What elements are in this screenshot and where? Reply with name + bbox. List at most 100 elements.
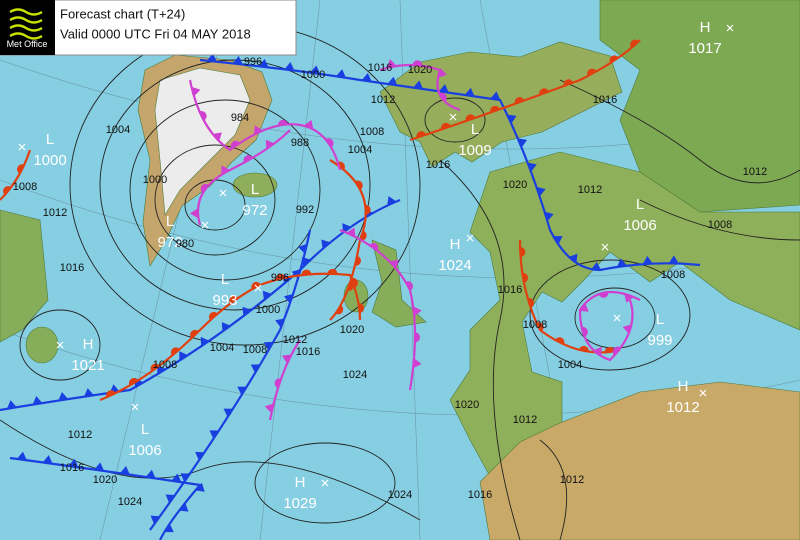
front-symbol: [250, 364, 261, 373]
isobar-label: 1020: [455, 399, 479, 411]
cold-triangle: [221, 322, 231, 332]
center-symbol: H: [83, 336, 94, 353]
cold-triangle: [544, 211, 554, 222]
isobar-label: 1024: [343, 369, 367, 381]
center-cross: [219, 189, 227, 197]
occluded-symbol: [199, 111, 207, 121]
cold-triangle: [298, 243, 308, 254]
front-symbol: [42, 455, 53, 464]
front-symbol: [360, 230, 367, 241]
front-symbol: [195, 482, 205, 492]
warm-semicircle: [563, 79, 574, 87]
front-symbol: [165, 494, 176, 504]
warm-semicircle: [578, 345, 589, 352]
front-symbol: [369, 242, 379, 251]
front-symbol: [68, 458, 79, 468]
ice-sheet: [154, 67, 251, 216]
front-symbol: [609, 55, 619, 64]
occluded-symbol: [389, 259, 399, 269]
front-symbol: [553, 236, 563, 245]
occluded-symbol: [612, 346, 621, 356]
front-symbol: [527, 298, 535, 308]
front-symbol: [17, 164, 25, 174]
isobar-label: 988: [291, 137, 309, 149]
cold-triangle: [507, 114, 517, 124]
front-symbol: [587, 68, 597, 77]
center-symbol: L: [221, 271, 229, 288]
center-cross: [466, 234, 474, 242]
front-symbol: [230, 140, 240, 149]
occluded-symbol: [264, 403, 274, 414]
front-symbol: [668, 255, 679, 264]
isobar-label: 1008: [153, 359, 177, 371]
isobar-label: 1016: [468, 489, 492, 501]
cold-triangle: [616, 258, 627, 267]
front: [339, 228, 417, 391]
warm-semicircle: [490, 105, 500, 113]
center-pressure: 1021: [71, 357, 104, 374]
cold-triangle: [284, 61, 295, 71]
occluded-symbol: [369, 242, 379, 251]
front: [0, 198, 401, 412]
front-symbol: [170, 347, 180, 356]
front-symbol: [464, 87, 475, 97]
cold-triangle: [591, 261, 602, 271]
isobar-label: 1016: [426, 159, 450, 171]
occluded-symbol: [230, 140, 240, 149]
cold-triangle: [58, 391, 69, 401]
warm-semicircle: [106, 390, 116, 398]
isobar-label: 1012: [283, 334, 307, 346]
isobar-label: 1000: [143, 174, 167, 186]
isobar-label: 1016: [296, 346, 320, 358]
logo-wave: [9, 16, 43, 24]
front-symbol: [32, 396, 43, 405]
warm-semicircle: [355, 180, 363, 190]
warm-semicircle: [358, 303, 365, 314]
center-cross: [601, 243, 609, 251]
cold-triangle: [206, 53, 217, 62]
newfoundland: [25, 326, 59, 364]
warm-semicircle: [335, 305, 344, 315]
center-cross: [201, 221, 209, 229]
center-symbol: L: [636, 196, 644, 213]
center-symbol: L: [471, 121, 479, 138]
front-symbol: [191, 86, 201, 97]
front-symbol: [405, 281, 413, 291]
warm-semicircle: [539, 88, 549, 95]
isobar-label: 1008: [523, 319, 547, 331]
front-symbol: [355, 180, 363, 190]
cold-triangle: [165, 494, 176, 504]
front-symbol: [438, 92, 447, 102]
warm-semicircle: [347, 281, 354, 291]
occluded-symbol: [412, 60, 423, 66]
warm-semicircle: [630, 39, 639, 48]
front: [268, 339, 301, 421]
front-symbol: [591, 261, 602, 271]
front-symbol: [190, 329, 199, 339]
isobar-label: 1008: [13, 181, 37, 193]
isobar-label: 1020: [408, 64, 432, 76]
front-symbol: [389, 259, 399, 269]
occluded-symbol: [253, 125, 263, 135]
isobar-label: 980: [176, 238, 194, 250]
occluded-symbol: [405, 281, 413, 291]
isobars: [0, 24, 800, 540]
cold-triangle: [262, 290, 272, 301]
front-symbol: [262, 290, 272, 301]
center-cross: [613, 314, 621, 322]
front-symbol: [624, 293, 634, 303]
front-symbol: [616, 258, 627, 267]
isobar-label: 1012: [43, 207, 67, 219]
center-pressure: 1006: [128, 442, 161, 459]
center-pressure: 1017: [688, 40, 721, 57]
occluded-symbol: [278, 119, 288, 126]
isobar: [129, 99, 321, 281]
front-symbol: [221, 322, 231, 332]
front: [409, 39, 641, 142]
isobar-label: 1004: [210, 342, 234, 354]
front-symbol: [438, 84, 449, 93]
isobar-label: 1020: [93, 474, 117, 486]
valid-time: Valid 0000 UTC Fri 04 MAY 2018: [60, 26, 251, 41]
occluded-symbol: [190, 208, 199, 219]
cold-triangle: [83, 388, 94, 397]
